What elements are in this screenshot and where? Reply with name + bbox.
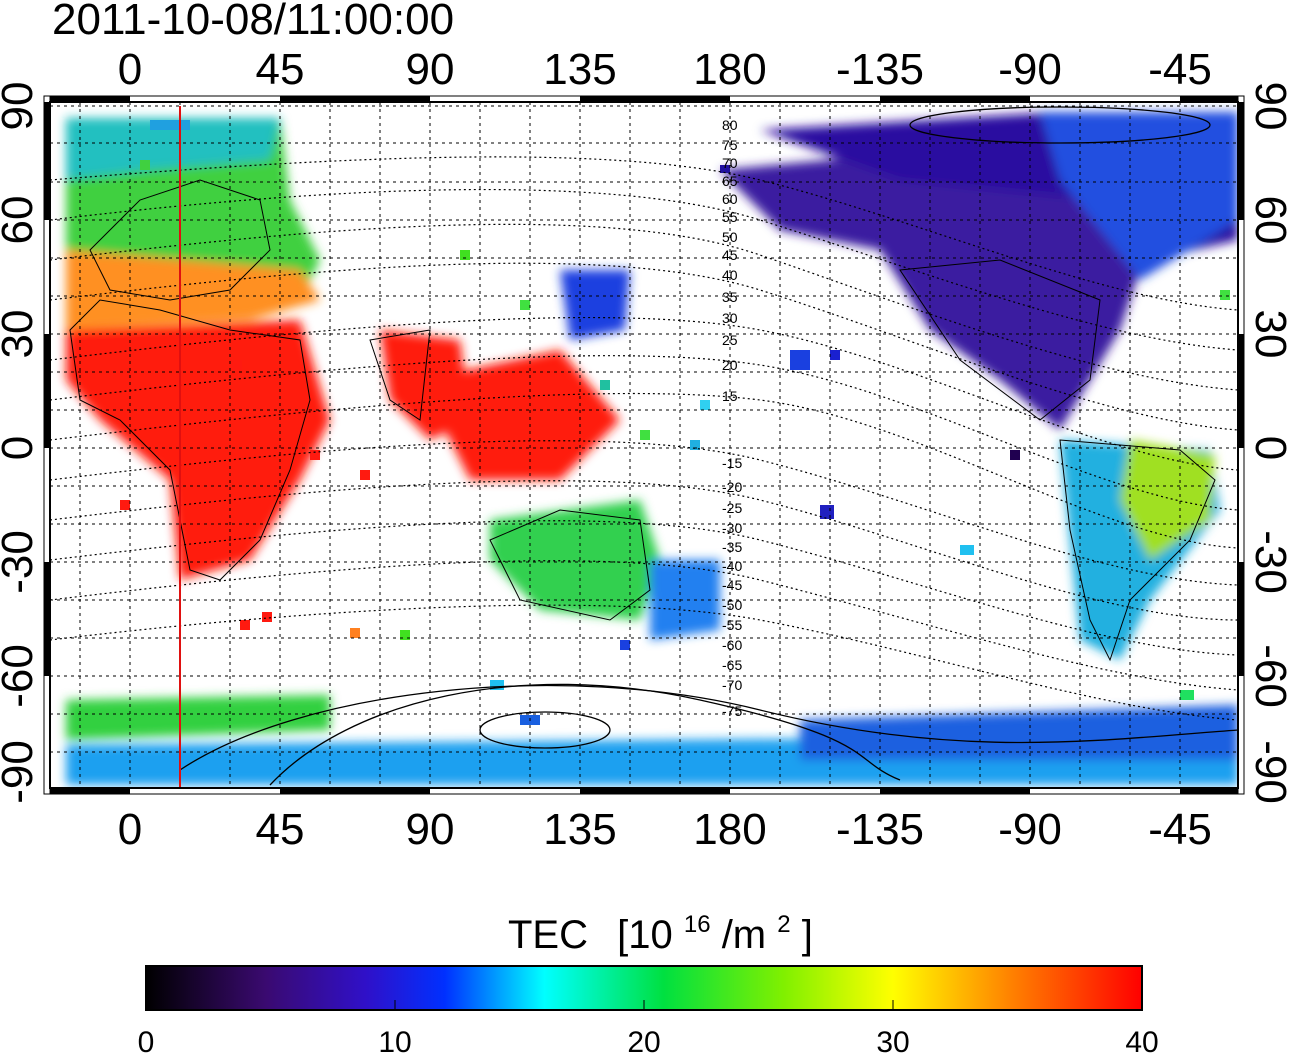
lon-tick-label: -90 — [998, 45, 1062, 94]
lat-tick-label: 90 — [1246, 82, 1292, 131]
contour-label: 15 — [722, 388, 738, 404]
tec-region-japan — [560, 270, 630, 340]
contour-label: -30 — [722, 520, 742, 536]
lat-tick-label: 0 — [1246, 436, 1292, 460]
contour-label: -60 — [722, 637, 742, 653]
lon-tick-label: 180 — [693, 45, 766, 94]
lon-tick-label: -45 — [1148, 805, 1212, 854]
lon-tick-label: -135 — [836, 805, 924, 854]
contour-label: -55 — [722, 617, 742, 633]
lat-tick-label: 30 — [1246, 310, 1292, 359]
tec-region-australia — [490, 500, 660, 620]
colorbar-tick-label: 0 — [138, 1026, 155, 1057]
tec-region-northamerica — [720, 140, 1150, 430]
lat-tick-label: 90 — [0, 82, 42, 131]
colorbar-tick-label: 40 — [1125, 1026, 1158, 1057]
tec-region-antarctic-east — [800, 705, 1238, 760]
contour-label: -40 — [722, 558, 742, 574]
lon-tick-label: 0 — [118, 805, 142, 854]
tec-region-nz — [650, 560, 720, 640]
lat-tick-label: -30 — [0, 530, 42, 594]
map-gridlines — [50, 102, 1238, 788]
lon-tick-label: 180 — [693, 805, 766, 854]
lat-tick-label: -90 — [1246, 740, 1292, 804]
tec-scatter-pixels — [120, 120, 1230, 725]
lat-tick-label: 60 — [1246, 196, 1292, 245]
colorbar-title: TEC [10 16 /m 2 ] — [508, 897, 813, 957]
contour-label: -75 — [722, 703, 742, 719]
lon-ticks-bottom: 0 45 90 135 180 -135 -90 -45 — [118, 805, 1212, 854]
lat-tick-label: 30 — [0, 310, 42, 359]
colorbar-unit-mid: /m — [722, 913, 766, 957]
lon-tick-label: 0 — [118, 45, 142, 94]
lat-tick-label: -30 — [1246, 530, 1292, 594]
lon-ticks-top: 0 45 90 135 180 -135 -90 -45 — [118, 45, 1212, 94]
contour-label: 20 — [722, 357, 738, 373]
coastlines — [69, 179, 1216, 662]
map-frame — [43, 95, 1245, 795]
tec-region-africa — [66, 320, 330, 580]
lat-ticks-left: 90 60 30 0 -30 -60 -90 — [0, 82, 42, 804]
lat-tick-label: 0 — [0, 436, 42, 460]
colorbar-title-label: TEC — [508, 913, 588, 957]
contour-label: 75 — [722, 137, 738, 153]
colorbar-tick-label: 10 — [378, 1026, 411, 1057]
lon-tick-label: -135 — [836, 45, 924, 94]
colorbar-tick-marks — [394, 1000, 894, 1010]
contour-label: -70 — [722, 677, 742, 693]
tec-region-europe-north — [66, 118, 280, 180]
lat-tick-label: 60 — [0, 196, 42, 245]
lon-tick-label: 135 — [543, 45, 616, 94]
colorbar-tick-label: 20 — [627, 1026, 660, 1057]
tec-region-brazil — [1120, 440, 1215, 560]
lat-tick-label: -60 — [1246, 644, 1292, 708]
lon-tick-label: 45 — [256, 45, 305, 94]
lat-ticks-right: 90 60 30 0 -30 -60 -90 — [1246, 82, 1292, 804]
contour-label: -50 — [722, 597, 742, 613]
contour-labels: 80 75 70 65 60 55 50 45 40 35 30 25 20 1… — [722, 117, 742, 719]
contour-label: 80 — [722, 117, 738, 133]
magnetic-contours — [50, 156, 1238, 721]
contour-label: -65 — [722, 657, 742, 673]
contour-label: -25 — [722, 500, 742, 516]
lat-tick-label: -60 — [0, 644, 42, 708]
colorbar-unit-prefix: [10 — [617, 913, 673, 957]
contour-label: 35 — [722, 289, 738, 305]
map-title: 2011-10-08/11:00:00 — [52, 0, 454, 44]
contour-label: 30 — [722, 310, 738, 326]
lat-tick-label: -90 — [0, 740, 42, 804]
colorbar-ticks: 0 10 20 30 40 — [138, 1026, 1159, 1057]
contour-label: 40 — [722, 267, 738, 283]
auroral-contours — [179, 106, 1238, 786]
lon-tick-label: -90 — [998, 805, 1062, 854]
lon-tick-label: 135 — [543, 805, 616, 854]
colorbar-tick-label: 30 — [876, 1026, 909, 1057]
lon-tick-label: 45 — [256, 805, 305, 854]
tec-region-canada-east — [1040, 112, 1238, 280]
colorbar-unit-suffix: ] — [802, 913, 813, 957]
lon-tick-label: 90 — [406, 805, 455, 854]
contour-label: 65 — [722, 173, 738, 189]
contour-label: 45 — [722, 247, 738, 263]
contour-label: 25 — [722, 332, 738, 348]
colorbar-unit-exp: 16 — [684, 911, 711, 938]
contour-label: 55 — [722, 209, 738, 225]
contour-label: 60 — [722, 191, 738, 207]
contour-label: 50 — [722, 229, 738, 245]
contour-label: -45 — [722, 577, 742, 593]
lon-tick-label: -45 — [1148, 45, 1212, 94]
contour-label: -35 — [722, 539, 742, 555]
contour-label: -15 — [722, 455, 742, 471]
contour-label: -20 — [722, 479, 742, 495]
contour-label: 70 — [722, 155, 738, 171]
colorbar-unit-exp2: 2 — [777, 911, 790, 938]
lon-tick-label: 90 — [406, 45, 455, 94]
